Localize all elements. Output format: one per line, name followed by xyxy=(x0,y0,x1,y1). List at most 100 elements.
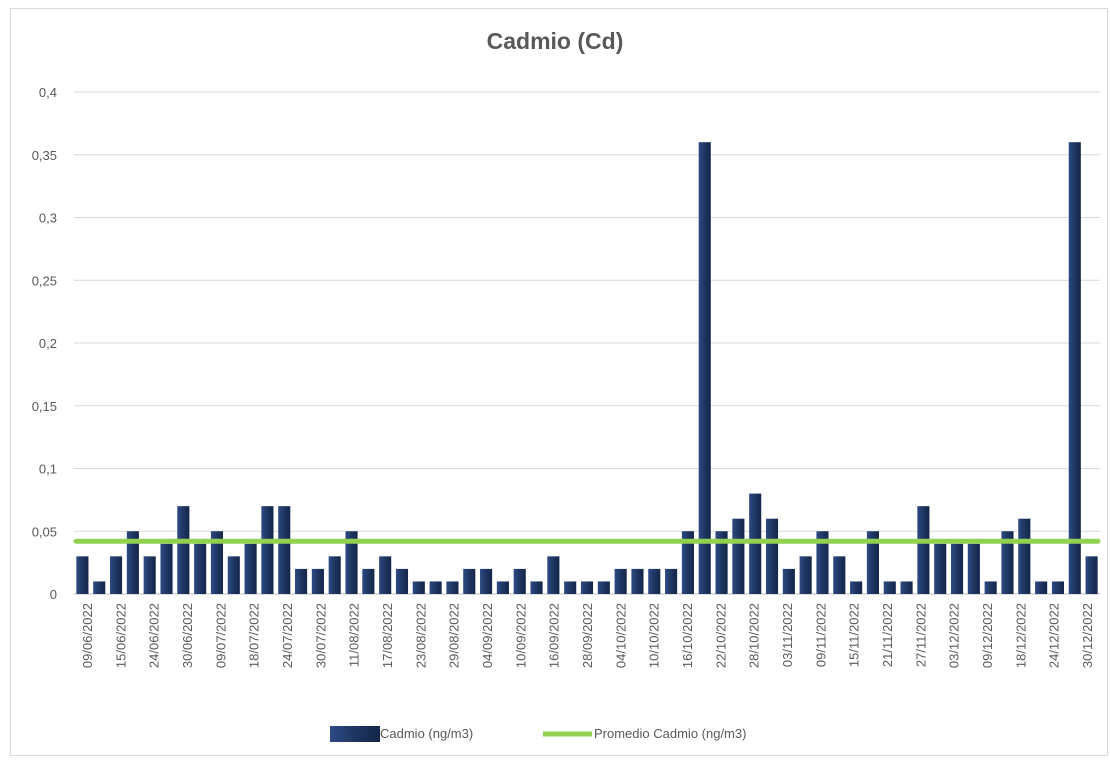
bar xyxy=(143,556,156,594)
bar xyxy=(177,506,190,594)
x-tick-label: 28/10/2022 xyxy=(747,603,762,668)
x-tick-label: 21/11/2022 xyxy=(880,603,895,667)
x-tick-label: 17/08/2022 xyxy=(380,603,395,668)
bar xyxy=(395,568,409,594)
bar xyxy=(614,568,627,594)
bar xyxy=(328,556,341,594)
legend: Cadmio (ng/m3) Promedio Cadmio (ng/m3) xyxy=(330,726,746,742)
x-tick-label: 24/07/2022 xyxy=(280,603,295,668)
bar xyxy=(883,581,896,594)
bar xyxy=(345,531,358,594)
bar xyxy=(109,556,123,594)
bar xyxy=(1001,531,1014,594)
bar xyxy=(210,531,224,594)
x-tick-label: 18/12/2022 xyxy=(1013,603,1028,668)
bar xyxy=(227,556,240,594)
x-tick-label: 15/06/2022 xyxy=(113,603,128,668)
x-tick-label: 30/07/2022 xyxy=(313,603,328,668)
bar xyxy=(698,142,711,594)
bar xyxy=(934,543,947,594)
x-tick-label: 10/10/2022 xyxy=(647,603,662,668)
bar xyxy=(261,506,274,594)
bar xyxy=(93,581,106,594)
bar xyxy=(126,531,139,594)
bar xyxy=(1018,518,1031,594)
x-tick-label: 18/07/2022 xyxy=(247,603,262,668)
bar xyxy=(681,531,694,594)
bar xyxy=(76,556,89,594)
y-tick-label: 0,2 xyxy=(39,336,57,351)
bar xyxy=(833,556,846,594)
bar xyxy=(1085,556,1098,594)
bar xyxy=(816,531,829,594)
bar xyxy=(1068,142,1081,594)
y-tick-label: 0,35 xyxy=(32,148,57,163)
x-tick-label: 10/09/2022 xyxy=(513,603,528,668)
bar xyxy=(446,581,459,594)
bar xyxy=(362,568,375,594)
bar xyxy=(631,568,644,594)
bar xyxy=(1051,581,1065,594)
x-tick-label: 09/06/2022 xyxy=(80,603,95,668)
x-tick-label: 28/09/2022 xyxy=(580,603,595,668)
y-tick-label: 0 xyxy=(50,587,57,602)
chart-title: Cadmio (Cd) xyxy=(486,28,624,54)
bar xyxy=(782,568,795,594)
x-tick-label: 04/09/2022 xyxy=(480,603,495,668)
y-tick-label: 0,1 xyxy=(39,462,57,477)
x-tick-label: 16/10/2022 xyxy=(680,603,695,668)
x-tick-label: 03/11/2022 xyxy=(780,603,795,667)
x-tick-label: 15/11/2022 xyxy=(847,603,862,667)
x-tick-label: 11/08/2022 xyxy=(347,603,362,667)
bar xyxy=(513,568,526,594)
bar xyxy=(765,518,779,594)
bar xyxy=(732,518,745,594)
bar xyxy=(900,581,913,594)
bar xyxy=(850,581,863,594)
x-tick-label: 04/10/2022 xyxy=(613,603,628,668)
bar xyxy=(311,568,324,594)
bar xyxy=(597,581,610,594)
y-tick-label: 0,25 xyxy=(32,273,57,288)
bar xyxy=(412,581,425,594)
bar xyxy=(160,543,173,594)
bar xyxy=(665,568,678,594)
bar xyxy=(530,581,543,594)
bar xyxy=(917,506,930,594)
legend-label-bar: Cadmio (ng/m3) xyxy=(380,726,473,741)
bar xyxy=(749,493,762,594)
bar xyxy=(480,568,493,594)
legend-swatch-bar xyxy=(330,726,380,742)
y-axis: 0 0,05 0,1 0,15 0,2 0,25 0,3 0,35 0,4 xyxy=(32,85,57,602)
bar xyxy=(967,543,980,594)
bar-series xyxy=(76,142,1098,594)
x-tick-label: 09/07/2022 xyxy=(213,603,228,668)
bar xyxy=(547,556,560,594)
x-tick-label: 09/11/2022 xyxy=(813,603,828,667)
bar xyxy=(429,581,442,594)
x-tick-label: 27/11/2022 xyxy=(913,603,928,667)
x-tick-label: 09/12/2022 xyxy=(980,603,995,668)
x-tick-label: 24/12/2022 xyxy=(1047,603,1062,668)
y-tick-label: 0,3 xyxy=(39,211,57,226)
bar xyxy=(866,531,879,594)
bar xyxy=(463,568,476,594)
x-tick-label: 30/06/2022 xyxy=(180,603,195,668)
x-axis: 09/06/2022 15/06/2022 24/06/2022 30/06/2022… xyxy=(80,603,1095,668)
x-tick-label: 22/10/2022 xyxy=(713,603,728,668)
bar xyxy=(715,531,728,594)
bar xyxy=(244,543,257,594)
y-tick-label: 0,15 xyxy=(32,399,57,414)
bar xyxy=(295,568,308,594)
bar xyxy=(1035,581,1048,594)
y-tick-label: 0,4 xyxy=(39,85,57,100)
chart-frame xyxy=(10,8,1108,756)
gridlines xyxy=(74,91,1100,595)
bar xyxy=(564,581,577,594)
y-tick-label: 0,05 xyxy=(32,524,57,539)
bar xyxy=(379,556,392,594)
x-tick-label: 23/08/2022 xyxy=(413,603,428,668)
x-tick-label: 16/09/2022 xyxy=(547,603,562,668)
x-tick-label: 03/12/2022 xyxy=(947,603,962,668)
